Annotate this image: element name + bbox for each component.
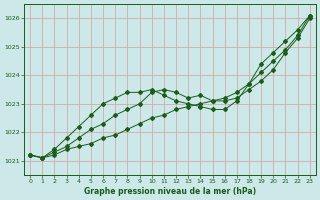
X-axis label: Graphe pression niveau de la mer (hPa): Graphe pression niveau de la mer (hPa)	[84, 187, 256, 196]
